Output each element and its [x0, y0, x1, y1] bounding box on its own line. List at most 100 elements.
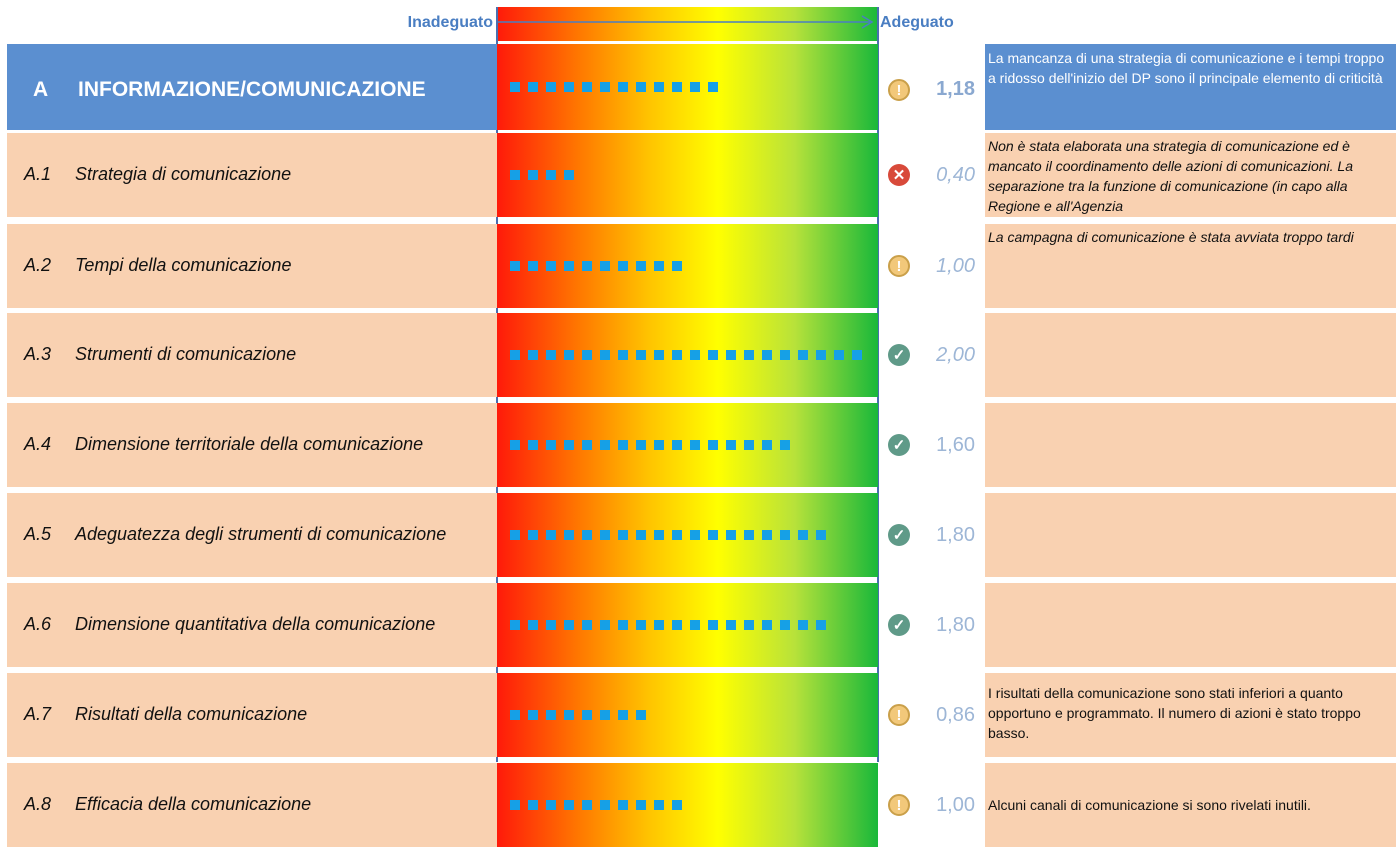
row-a-7-score-square: [618, 710, 628, 720]
row-a-3-score-square: [708, 350, 718, 360]
row-a-6-score-square: [528, 620, 538, 630]
scale-label-adeguato: Adeguato: [880, 14, 954, 31]
row-a-6-score-square: [690, 620, 700, 630]
row-a-3: [7, 313, 497, 397]
row-a-4-score-square: [726, 440, 736, 450]
section-header-score-square: [654, 82, 664, 92]
section-header-score-square: [582, 82, 592, 92]
row-a-8-score-square: [636, 800, 646, 810]
row-a-3-score-square: [672, 350, 682, 360]
row-a-2-score-square: [582, 261, 592, 271]
row-a-6-score-square: [708, 620, 718, 630]
row-a-7-gradient: [497, 673, 878, 757]
row-a-8-score-square: [510, 800, 520, 810]
error-icon: ✕: [888, 164, 910, 186]
row-score-value: 0,86: [936, 704, 975, 726]
row-a-7-score-square: [564, 710, 574, 720]
row-a-7-score-square: [510, 710, 520, 720]
row-a-5-score-square: [708, 530, 718, 540]
row-label: Tempi della comunicazione: [75, 255, 292, 275]
row-a-5-score-square: [546, 530, 556, 540]
row-a-3-score-square: [744, 350, 754, 360]
row-a-3-score-square: [582, 350, 592, 360]
scale-max-line: [877, 7, 879, 762]
section-header-row: [7, 44, 497, 130]
warning-icon: !: [888, 794, 910, 816]
row-a-7-score-square: [582, 710, 592, 720]
row-a-1: [7, 133, 497, 217]
row-note: I risultati della comunicazione sono sta…: [988, 685, 1361, 741]
row-a-5-score-square: [816, 530, 826, 540]
row-a-5-score-square: [654, 530, 664, 540]
row-a-2-score-square: [564, 261, 574, 271]
row-label: Dimensione quantitativa della comunicazi…: [75, 614, 436, 634]
row-a-2-score-square: [546, 261, 556, 271]
check-icon: ✓: [888, 524, 910, 546]
row-a-6: [7, 583, 497, 667]
row-note: Non è stata elaborata una strategia di c…: [988, 138, 1353, 214]
section-header-score-square: [528, 82, 538, 92]
row-a-6-score-square: [744, 620, 754, 630]
row-a-6-score-square: [582, 620, 592, 630]
row-a-3-score-square: [816, 350, 826, 360]
row-a-3-score-square: [762, 350, 772, 360]
section-header-score-square: [510, 82, 520, 92]
row-a-5-note-cell: [985, 493, 1396, 577]
row-a-4-score-square: [564, 440, 574, 450]
row-a-3-score-square: [834, 350, 844, 360]
row-a-4-note-cell: [985, 403, 1396, 487]
row-label: Adeguatezza degli strumenti di comunicaz…: [75, 524, 447, 544]
row-a-6-score-square: [816, 620, 826, 630]
row-a-6-score-square: [726, 620, 736, 630]
row-a-3-note-cell: [985, 313, 1396, 397]
row-a-2-score-square: [636, 261, 646, 271]
row-a-8-gradient: [497, 763, 878, 847]
row-a-3-score-square: [564, 350, 574, 360]
row-a-5-score-square: [780, 530, 790, 540]
row-a-5-gradient: [497, 493, 878, 577]
row-a-4-score-square: [582, 440, 592, 450]
row-a-6-score-square: [798, 620, 808, 630]
row-a-4-score-square: [546, 440, 556, 450]
warning-icon: !: [888, 255, 910, 277]
row-a-4: [7, 403, 497, 487]
row-label: Risultati della comunicazione: [75, 704, 308, 724]
row-score-value: 0,40: [936, 164, 975, 186]
section-title: INFORMAZIONE/COMUNICAZIONE: [78, 78, 426, 101]
row-a-4-score-square: [708, 440, 718, 450]
check-icon: ✓: [888, 344, 910, 366]
row-a-5-score-square: [690, 530, 700, 540]
row-label: Strategia di comunicazione: [75, 164, 292, 184]
warning-icon: !: [888, 79, 910, 101]
row-score-value: 1,80: [936, 614, 975, 636]
row-a-2-score-square: [600, 261, 610, 271]
row-a-3-score-square: [510, 350, 520, 360]
row-a-7-note-cell: [985, 673, 1396, 757]
row-a-2-note-cell: [985, 224, 1396, 308]
row-a-1-score-square: [528, 170, 538, 180]
row-a-4-score-square: [510, 440, 520, 450]
row-a-7-score-square: [546, 710, 556, 720]
row-a-8-score-square: [528, 800, 538, 810]
row-a-6-score-square: [564, 620, 574, 630]
row-a-5-score-square: [618, 530, 628, 540]
row-a-5-score-square: [582, 530, 592, 540]
row-a-6-score-square: [654, 620, 664, 630]
section-header-gradient: [497, 44, 878, 130]
row-a-3-score-square: [546, 350, 556, 360]
check-icon: ✓: [888, 434, 910, 456]
row-a-1-note-cell: [985, 133, 1396, 217]
row-a-6-score-square: [510, 620, 520, 630]
row-a-2: [7, 224, 497, 308]
row-a-8-score-square: [654, 800, 664, 810]
row-score-value: 1,00: [936, 794, 975, 816]
row-a-1-score-square: [510, 170, 520, 180]
row-a-1-gradient: [497, 133, 878, 217]
row-code: A.1: [24, 164, 52, 184]
row-a-7: [7, 673, 497, 757]
row-a-2-score-square: [618, 261, 628, 271]
row-a-4-score-square: [780, 440, 790, 450]
row-a-6-score-square: [600, 620, 610, 630]
row-a-4-score-square: [690, 440, 700, 450]
row-a-7-score-square: [600, 710, 610, 720]
